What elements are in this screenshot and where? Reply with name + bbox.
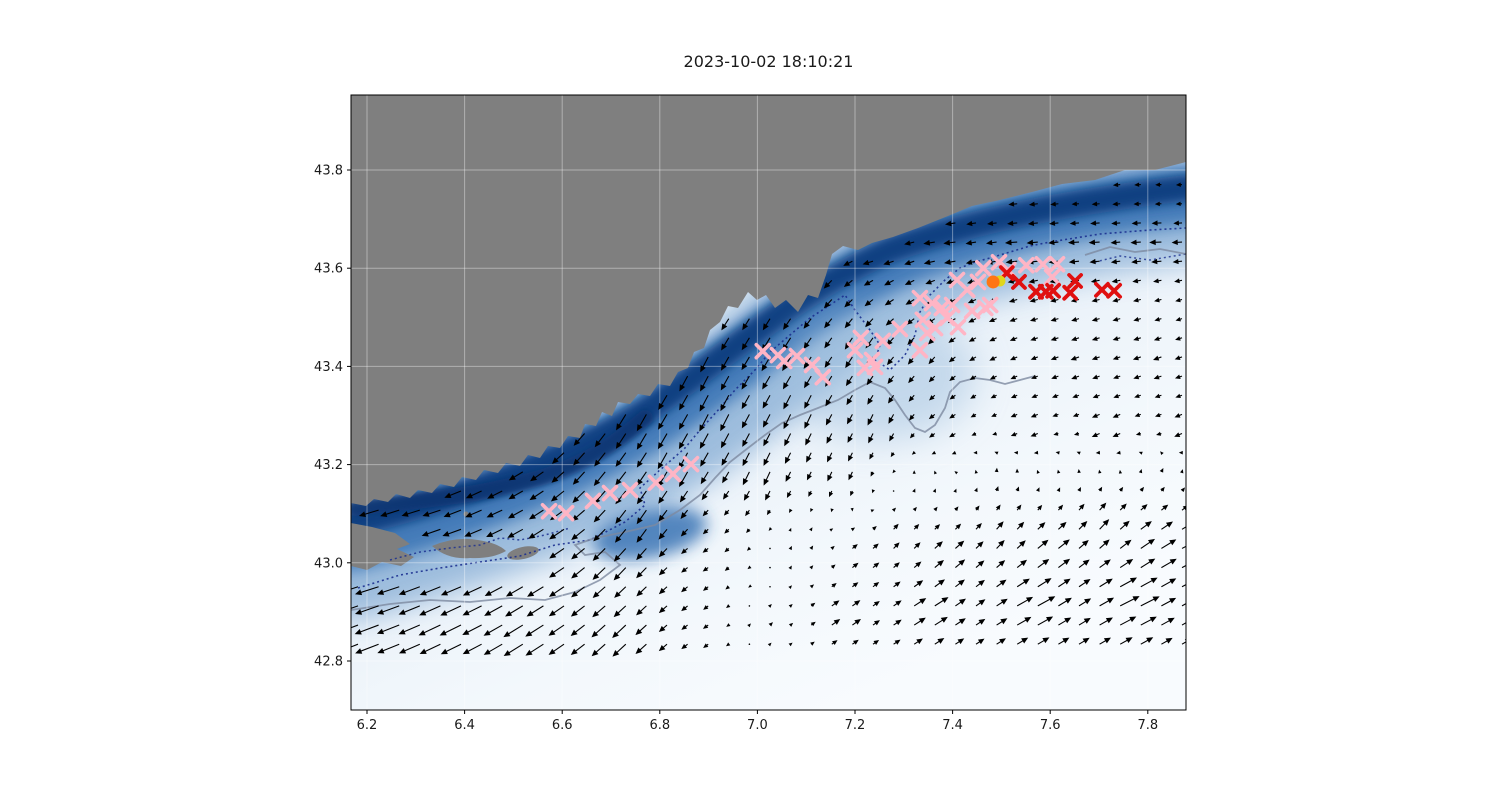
particles-pink-cluster-east-marker xyxy=(1034,255,1052,273)
particles-pink-cluster-east-marker xyxy=(943,296,961,314)
observations-red-marker xyxy=(1094,281,1110,298)
x-tick-label: 6.6 xyxy=(552,718,573,733)
contour-slate xyxy=(351,375,1036,611)
observations-red-marker xyxy=(1045,282,1062,299)
axes: 6.2 6.4 6.6 6.8 7.0 7.2 7.4 7.6 7.8 42.8 43.0 43.2 4… xyxy=(314,164,1158,734)
observations-red-marker xyxy=(1011,274,1027,290)
particles-pink-cluster-east-marker xyxy=(963,302,981,320)
figure-title: 2023-10-02 18:10:21 xyxy=(683,52,854,71)
particles-pink-trail-mid-marker xyxy=(754,342,772,360)
particles-pink-trail-mid-marker xyxy=(852,329,870,347)
x-tick-label: 6.8 xyxy=(649,718,670,733)
release-point-orange xyxy=(986,275,1000,289)
y-tick-label: 43.0 xyxy=(314,556,343,571)
y-tick-label: 43.4 xyxy=(314,360,343,375)
particles-pink-cluster-east-marker xyxy=(911,289,929,307)
particles-pink-cluster-east-marker xyxy=(1043,268,1061,286)
particles-pink-cluster-east-marker xyxy=(949,318,967,336)
particles-pink-trail-west-marker xyxy=(601,484,619,502)
particles-pink-cluster-east xyxy=(911,254,1066,337)
island xyxy=(432,538,506,559)
gridlines xyxy=(351,95,1186,710)
x-tick-label: 7.4 xyxy=(942,718,963,733)
contour-navy xyxy=(357,227,1186,589)
observations-red-marker xyxy=(1106,282,1123,299)
observations-red-marker xyxy=(1062,284,1079,301)
particles-pink-trail-mid-marker xyxy=(891,320,909,338)
x-tick-label: 7.2 xyxy=(845,718,866,733)
particles-pink-cluster-east-marker xyxy=(969,273,987,291)
contour-navy xyxy=(389,527,571,561)
particles-pink-cluster-east-marker xyxy=(923,294,941,312)
particles-pink-trail-mid-marker xyxy=(814,368,832,386)
contour-slate xyxy=(1084,246,1186,256)
observations-red xyxy=(998,265,1123,301)
map-area xyxy=(351,95,1186,710)
field-mid-blob xyxy=(785,310,975,440)
particles-pink-cluster-east-marker xyxy=(975,259,992,277)
x-tick-label: 6.4 xyxy=(454,718,475,733)
particles-pink-trail-west-marker xyxy=(682,455,700,473)
particles-pink-trail-west-marker xyxy=(584,492,602,510)
plot-frame xyxy=(350,94,1187,711)
field-dark-tongue xyxy=(593,507,707,561)
particles-pink-trail-west-marker xyxy=(557,504,575,522)
y-tick-label: 43.2 xyxy=(314,458,343,473)
x-tick-label: 7.8 xyxy=(1137,718,1158,733)
land-mass xyxy=(351,95,1186,506)
x-tick-label: 7.6 xyxy=(1040,718,1061,733)
particles-pink-trail-mid-marker xyxy=(874,332,892,350)
release-point-orange-marker xyxy=(986,275,1000,289)
particles-pink-cluster-east-marker xyxy=(1048,255,1066,273)
observations-red-marker xyxy=(1067,273,1083,289)
particles-pink-trail-mid-marker xyxy=(788,347,806,365)
particles-pink-trail-west-marker xyxy=(540,502,558,520)
y-tick-label: 43.6 xyxy=(314,262,343,277)
particles-pink-trail-mid-marker xyxy=(911,341,929,359)
particles-pink-cluster-east-marker xyxy=(958,281,976,299)
particles-pink-trail-west-marker xyxy=(647,474,665,492)
particles-pink-trail-west-marker xyxy=(621,481,639,499)
particles-pink-trail-mid xyxy=(754,320,936,386)
y-tick-label: 42.8 xyxy=(314,655,343,670)
particles-pink-cluster-east-marker xyxy=(1017,256,1035,274)
x-tick-label: 6.2 xyxy=(357,718,378,733)
particles-pink-trail-mid-marker xyxy=(846,341,864,359)
particles-pink-trail-mid-marker xyxy=(866,358,884,376)
particles-pink-trail-west-marker xyxy=(664,465,682,483)
particles-pink-trail-mid-marker xyxy=(775,352,793,370)
quiver-field xyxy=(351,182,1186,657)
particles-pink-trail-west xyxy=(540,455,700,522)
field-coast-core xyxy=(351,410,653,516)
particles-pink-cluster-east-marker xyxy=(914,311,932,329)
contour-navy xyxy=(1094,253,1186,263)
particles-pink-cluster-east-marker xyxy=(981,296,999,314)
particles-pink-trail-mid-marker xyxy=(918,324,936,342)
x-tick-label: 7.0 xyxy=(747,718,768,733)
y-tick-label: 43.8 xyxy=(314,164,343,179)
peninsula xyxy=(351,523,414,570)
